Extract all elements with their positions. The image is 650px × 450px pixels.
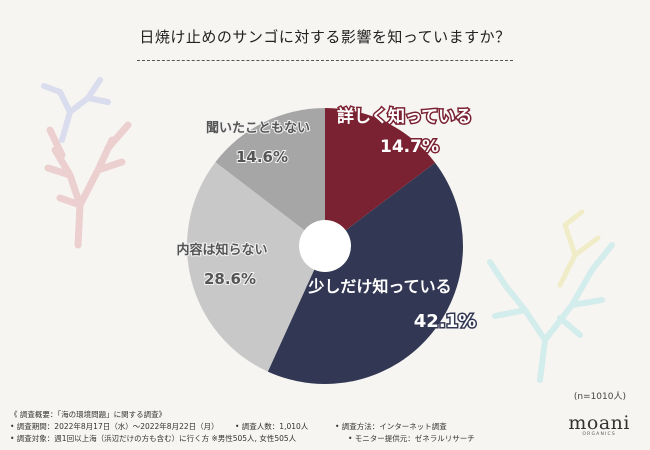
survey-provider: • モニター提供元：ゼネラルリサーチ [348, 434, 475, 443]
brand-logo: moani ORGANICS [568, 412, 630, 437]
survey-period: • 調査期間：2022年8月17日（水）〜2022年8月22日（月） [10, 422, 219, 431]
pie-slice [267, 162, 463, 384]
pie-slice [215, 108, 325, 246]
slice-label: 詳しく知っている [337, 106, 472, 127]
slice-value: 14.7% [380, 137, 439, 157]
footer-row-2: • 調査期間：2022年8月17日（水）〜2022年8月22日（月） • 調査人数… [10, 421, 570, 433]
page-title: 日焼け止めのサンゴに対する影響を知っていますか？ [139, 28, 511, 46]
pie-slice [187, 162, 325, 372]
slice-value: 28.6% [204, 270, 256, 288]
slice-label: 聞いたこともない [206, 121, 310, 136]
sample-size-label: (n=1010人) [573, 392, 626, 402]
slice-label: 少しだけ知っている [307, 277, 451, 296]
footer-row-3: • 調査対象：週1回以上海（浜辺だけの方も含む）に行く方 ※男性505人, 女性… [10, 433, 570, 445]
slice-label: 内容は知らない [176, 242, 267, 258]
survey-method: • 調査方法：インターネット調査 [335, 422, 447, 431]
slice-value: 42.1% [414, 311, 476, 332]
logo-main: moani [568, 412, 630, 434]
slice-value: 14.6% [236, 148, 288, 166]
coral-left-decoration [41, 77, 132, 249]
logo-sub: ORGANICS [582, 432, 616, 437]
pie-slices [187, 108, 463, 384]
pie-slice [325, 108, 436, 246]
donut-hole [299, 220, 351, 272]
coral-right-decoration [487, 209, 615, 383]
survey-count: • 調査人数：1,010人 [235, 422, 309, 431]
footer-heading: 《 調査概要：「海の環境問題」に関する調査》 [10, 410, 167, 419]
title-divider [137, 60, 513, 61]
pie-labels: 詳しく知っている 14.7% 少しだけ知っている 42.1% 内容は知らない 28.6% 聞… [175, 105, 477, 334]
survey-target: • 調査対象：週1回以上海（浜辺だけの方も含む）に行く方 ※男性505人, 女性… [10, 434, 297, 443]
survey-footer: 《 調査概要：「海の環境問題」に関する調査》 • 調査期間：2022年8月17日… [10, 409, 570, 445]
